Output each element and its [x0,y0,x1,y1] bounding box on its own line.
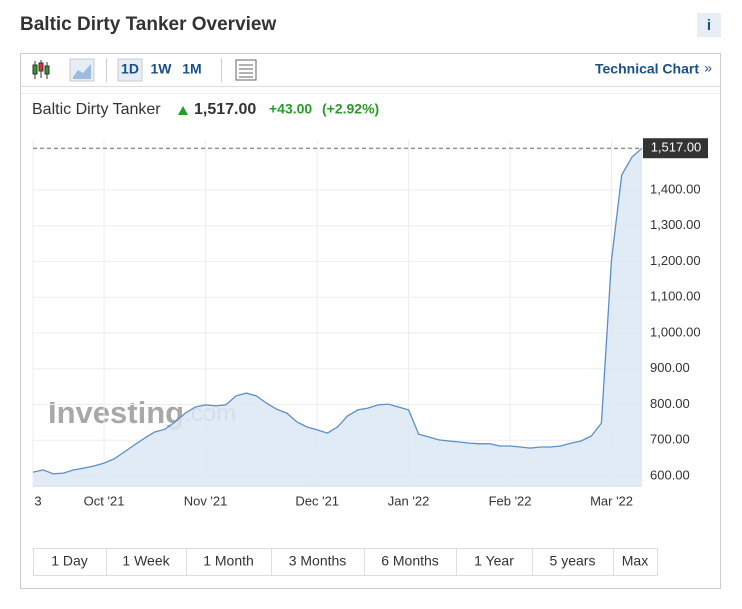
y-tick-label: 1,100.00 [650,289,701,304]
range-button[interactable] [271,548,365,576]
y-tick-label: 800.00 [650,396,690,411]
x-tick-label: 3 [34,493,41,508]
watermark-brand: Investing [48,395,184,430]
interval-active[interactable] [117,58,143,82]
candle-icon[interactable] [32,60,50,79]
y-tick-label: 1,000.00 [650,324,701,339]
area-line [32,147,643,475]
quote-change-pct: (+2.92%) [322,101,379,117]
range-label[interactable]: 1 Year [474,553,514,569]
range-button[interactable] [456,548,533,576]
chart-divider [21,93,720,94]
area-icon-shape [73,64,91,79]
up-arrow [178,106,188,115]
last-value-tag [643,138,708,159]
range-selector: 1 Day 1 Week 1 Month 3 Months 6 Months 1 Year… [33,548,658,576]
x-tick-label: Dec '21 [295,493,339,508]
info-icon[interactable]: i [707,17,711,34]
quote-last: 1,517.00 [194,101,256,118]
info-button[interactable] [697,13,721,37]
chart: 600.00 700.00 800.00 900.00 1,000.00 1,100.00… [32,138,708,508]
x-tick-label: Nov '21 [184,493,228,508]
last-value-label: 1,517.00 [651,140,702,155]
range-button[interactable] [532,548,614,576]
y-tick-label: 600.00 [650,467,690,482]
range-label[interactable]: 1 Week [122,553,170,569]
interval-button[interactable]: 1D [121,61,139,77]
range-button[interactable] [186,548,272,576]
x-tick-label: Mar '22 [590,493,633,508]
range-label[interactable]: 6 Months [381,553,439,569]
table-icon[interactable] [235,59,257,81]
x-tick-label: Jan '22 [388,493,430,508]
widget-title: Baltic Dirty Tanker Overview [20,14,276,35]
technical-chart-link[interactable]: Technical Chart [595,61,699,77]
x-tick-label: Feb '22 [489,493,532,508]
range-label[interactable]: 1 Month [203,553,254,569]
y-tick-label: 1,400.00 [650,181,701,196]
range-label[interactable]: 5 years [550,553,596,569]
range-label[interactable]: 1 Day [51,553,88,569]
y-tick-label: 1,300.00 [650,217,701,232]
quote-name: Baltic Dirty Tanker [32,101,161,118]
area-fill [33,148,642,486]
range-button[interactable] [364,548,457,576]
x-tick-label: Oct '21 [84,493,125,508]
panel [20,53,721,589]
range-button[interactable] [613,548,658,576]
link-arrow[interactable]: » [704,60,712,76]
range-button[interactable] [106,548,187,576]
interval-button[interactable]: 1M [182,61,201,77]
range-label[interactable]: Max [622,553,648,569]
y-tick-label: 700.00 [650,432,690,447]
interval-button[interactable]: 1W [151,61,173,77]
y-tick-label: 900.00 [650,360,690,375]
range-label[interactable]: 3 Months [289,553,347,569]
y-tick-label: 1,200.00 [650,253,701,268]
quote-change: +43.00 [269,101,312,117]
